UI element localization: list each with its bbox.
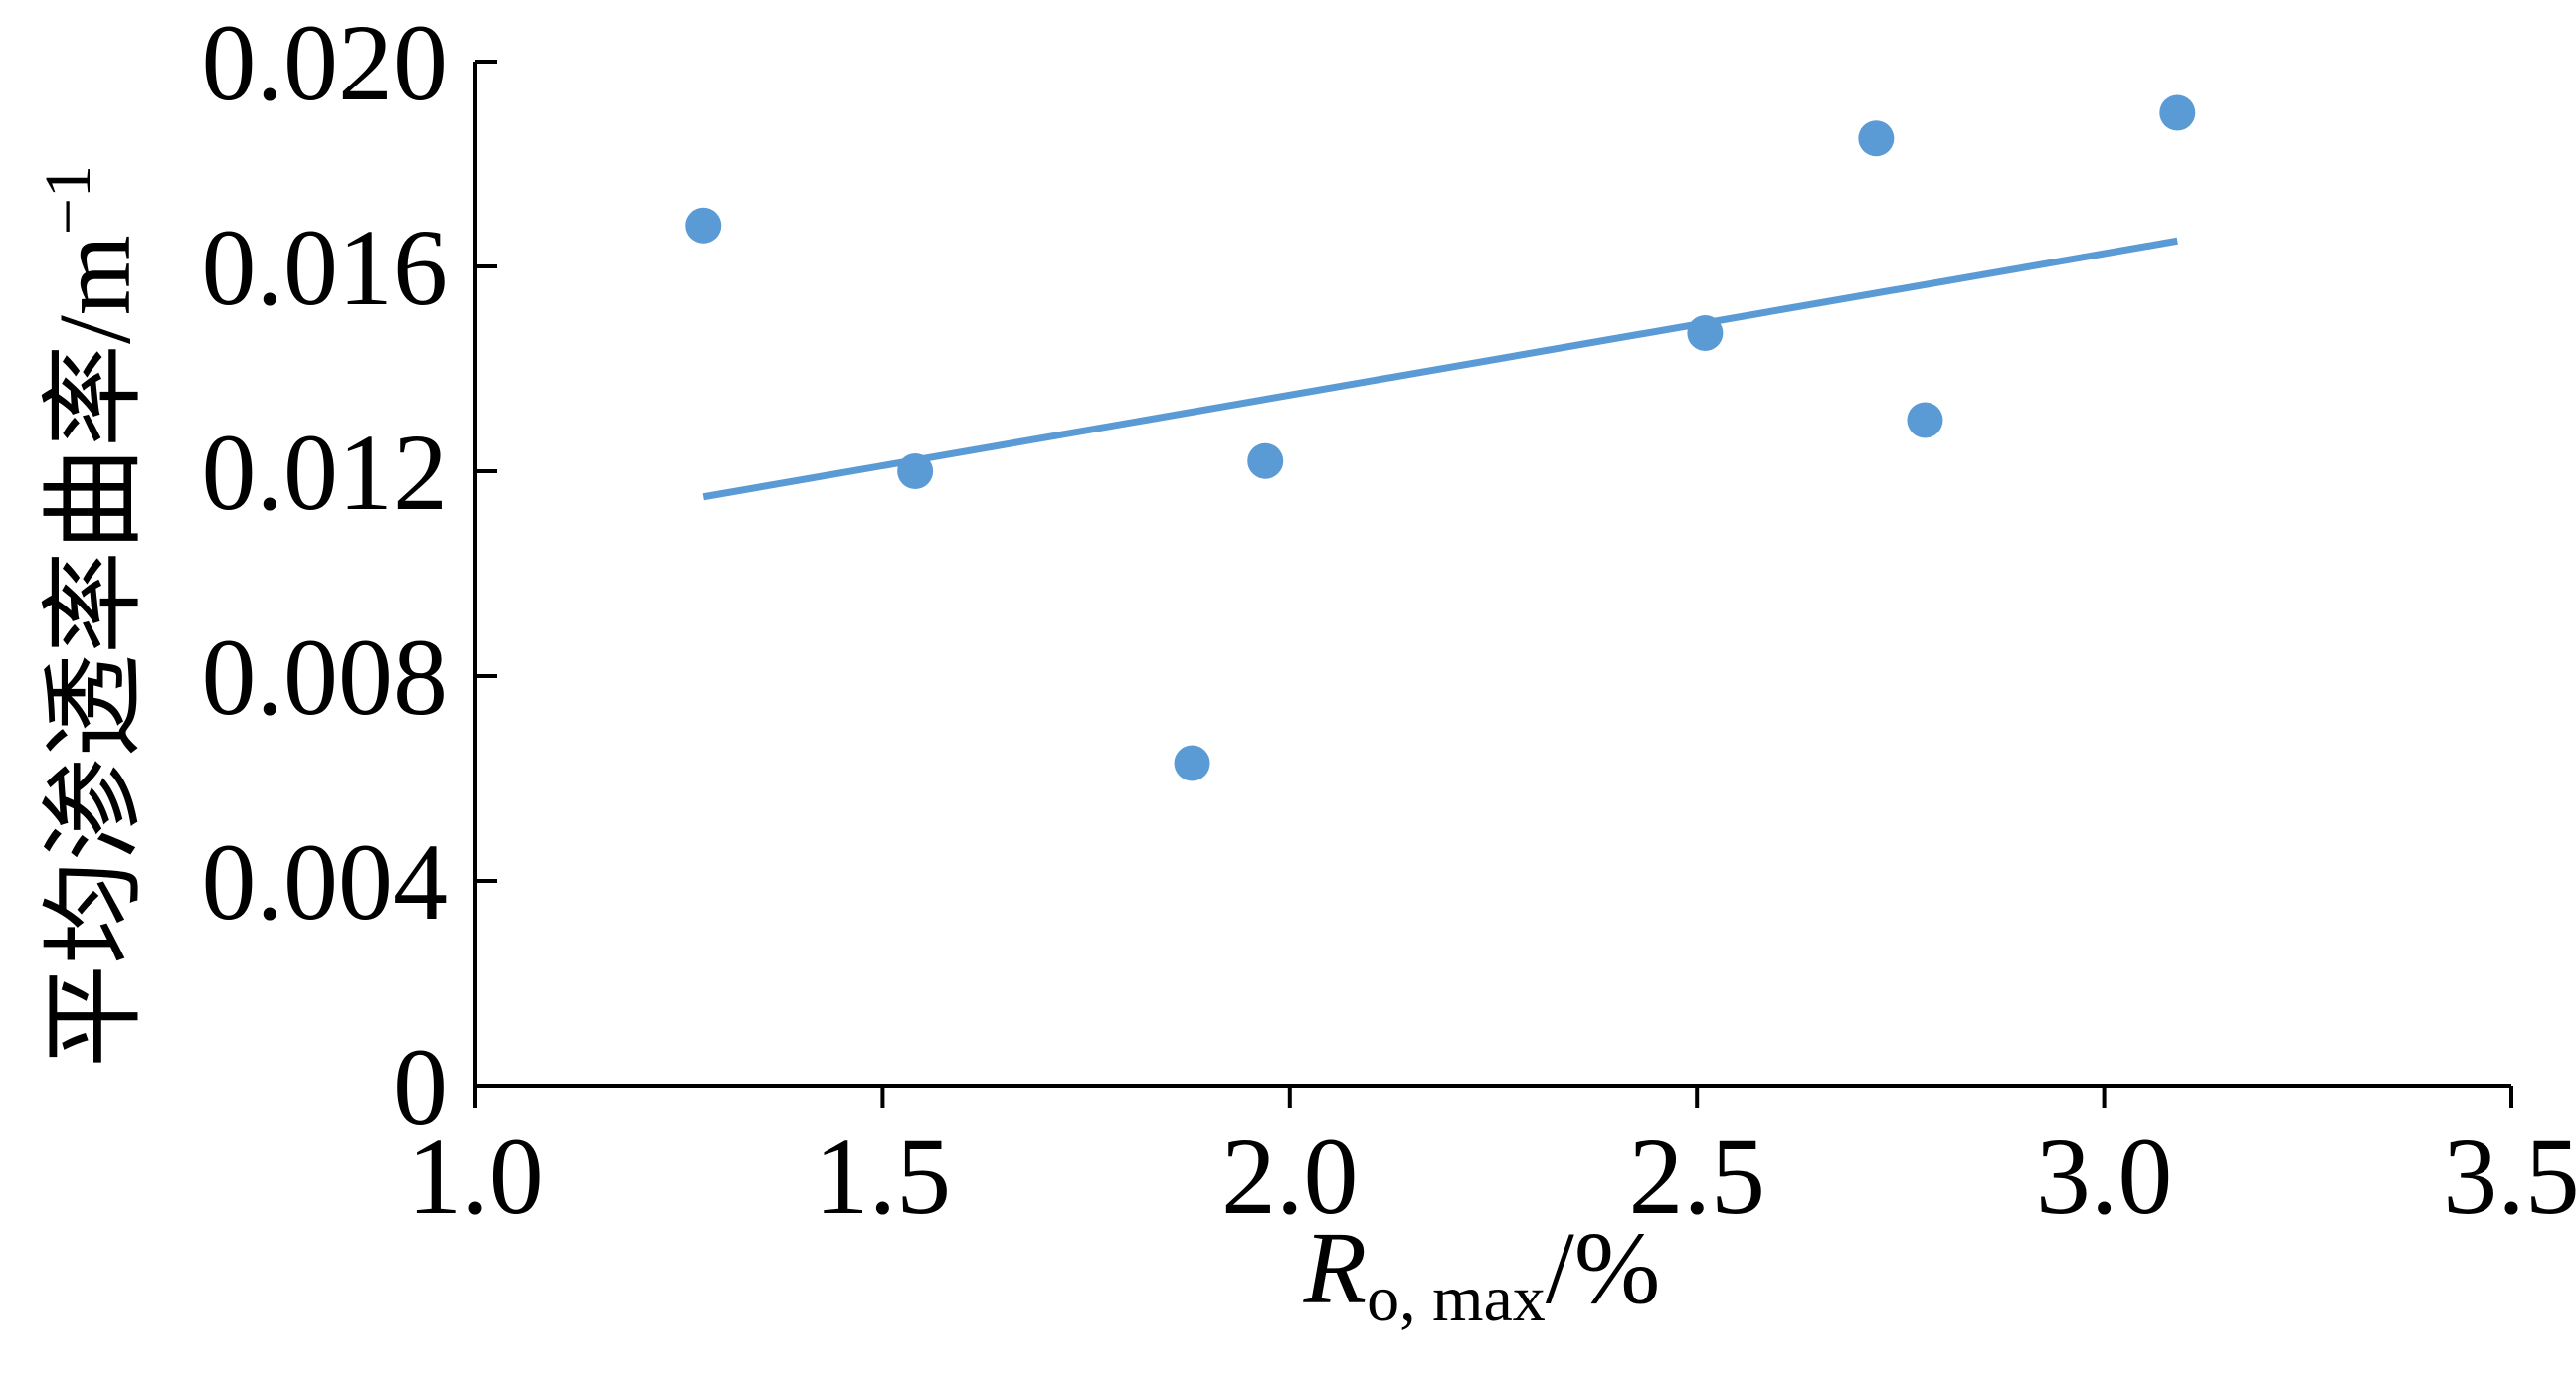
x-tick-label: 2.0 bbox=[1221, 1116, 1359, 1237]
y-axis-title: 平均渗透率曲率/m−1 bbox=[32, 165, 152, 1068]
y-axis-ticks: 0 0.004 0.008 0.012 0.016 0.020 bbox=[202, 2, 497, 1147]
y-tick-label: 0.020 bbox=[202, 2, 449, 123]
data-point bbox=[1687, 314, 1724, 351]
data-points bbox=[685, 94, 2196, 781]
data-point bbox=[1858, 120, 1895, 157]
data-point bbox=[685, 207, 722, 244]
x-tick-label: 3.5 bbox=[2443, 1116, 2576, 1237]
x-tick-label: 2.5 bbox=[1628, 1116, 1765, 1237]
data-point bbox=[1247, 442, 1284, 479]
x-tick-label: 3.0 bbox=[2036, 1116, 2173, 1237]
x-tick-label: 1.5 bbox=[815, 1116, 952, 1237]
trendline bbox=[702, 237, 2178, 501]
data-point bbox=[1907, 402, 1943, 438]
y-tick-label: 0.012 bbox=[202, 412, 449, 533]
data-point bbox=[2159, 94, 2196, 131]
y-tick-label: 0.004 bbox=[202, 821, 449, 943]
data-point bbox=[897, 453, 934, 489]
data-point bbox=[1174, 745, 1210, 781]
x-axis-title: Ro, max/% bbox=[1303, 1211, 1661, 1335]
trendline-layer bbox=[702, 237, 2178, 501]
axes bbox=[473, 62, 2511, 1088]
x-tick-label: 1.0 bbox=[407, 1116, 544, 1237]
y-tick-label: 0.016 bbox=[202, 207, 449, 328]
y-tick-label: 0 bbox=[393, 1026, 448, 1147]
y-tick-label: 0.008 bbox=[202, 616, 449, 738]
x-axis-ticks: 1.0 1.5 2.0 2.5 3.0 3.5 bbox=[407, 1086, 2576, 1237]
